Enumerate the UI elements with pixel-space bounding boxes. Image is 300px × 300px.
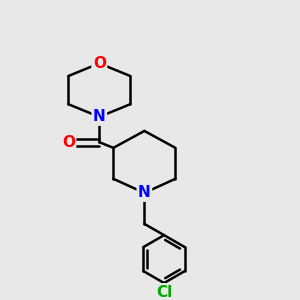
Text: Cl: Cl [156,285,172,300]
Text: N: N [138,185,151,200]
Text: O: O [93,56,106,71]
Text: O: O [62,135,75,150]
Text: N: N [93,110,106,124]
